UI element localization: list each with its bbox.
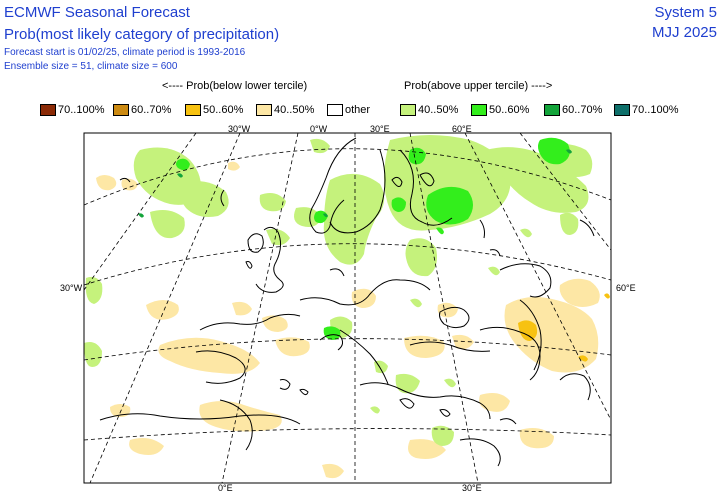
system-label: System 5 bbox=[654, 4, 717, 21]
legend-swatch bbox=[400, 104, 416, 116]
below-tercile-50-60-areas bbox=[518, 293, 610, 362]
legend-swatch bbox=[471, 104, 487, 116]
lon-label-30w-left: 30°W bbox=[60, 283, 83, 293]
lon-label-60e-top: 60°E bbox=[452, 124, 472, 134]
title: ECMWF Seasonal Forecast bbox=[4, 4, 190, 21]
legend-label: other bbox=[345, 104, 371, 116]
legend-label: 70..100% bbox=[58, 104, 105, 116]
legend-swatch bbox=[113, 104, 129, 116]
above-tercile-40-50-areas bbox=[84, 135, 593, 446]
below-tercile-areas bbox=[96, 161, 600, 479]
forecast-info: Forecast start is 01/02/25, climate peri… bbox=[4, 47, 246, 58]
graticule bbox=[84, 133, 611, 483]
subtitle: Prob(most likely category of precipitati… bbox=[4, 26, 280, 43]
coastlines bbox=[99, 137, 595, 467]
legend-swatch bbox=[185, 104, 201, 116]
legend-below-header: <---- Prob(below lower tercile) bbox=[162, 80, 308, 92]
legend-label: 60..70% bbox=[562, 104, 603, 116]
legend-swatch bbox=[614, 104, 630, 116]
legend-label: 50..60% bbox=[489, 104, 530, 116]
legend-swatch bbox=[40, 104, 56, 116]
lon-label-30w-top: 30°W bbox=[228, 124, 251, 134]
above-tercile-60-70-areas bbox=[138, 149, 572, 218]
ensemble-info: Ensemble size = 51, climate size = 600 bbox=[4, 61, 178, 72]
lon-label-30e-top: 30°E bbox=[370, 124, 390, 134]
lon-label-30e-bottom: 30°E bbox=[462, 483, 482, 493]
lon-label-0w-top: 0°W bbox=[310, 124, 328, 134]
lon-label-60e-right: 60°E bbox=[616, 283, 636, 293]
legend-swatch bbox=[256, 104, 272, 116]
legend-above-header: Prob(above upper tercile) ----> bbox=[404, 80, 553, 92]
legend-label: 40..50% bbox=[274, 104, 315, 116]
legend-label: 50..60% bbox=[203, 104, 244, 116]
legend-swatch bbox=[327, 104, 343, 116]
legend-label: 40..50% bbox=[418, 104, 459, 116]
legend-swatch bbox=[544, 104, 560, 116]
lon-label-0e-bottom: 0°E bbox=[218, 483, 233, 493]
legend-label: 60..70% bbox=[131, 104, 172, 116]
map-frame bbox=[83, 132, 612, 484]
legend-label: 70..100% bbox=[632, 104, 679, 116]
period-label: MJJ 2025 bbox=[651, 24, 717, 41]
above-tercile-50-60-areas bbox=[176, 137, 570, 340]
